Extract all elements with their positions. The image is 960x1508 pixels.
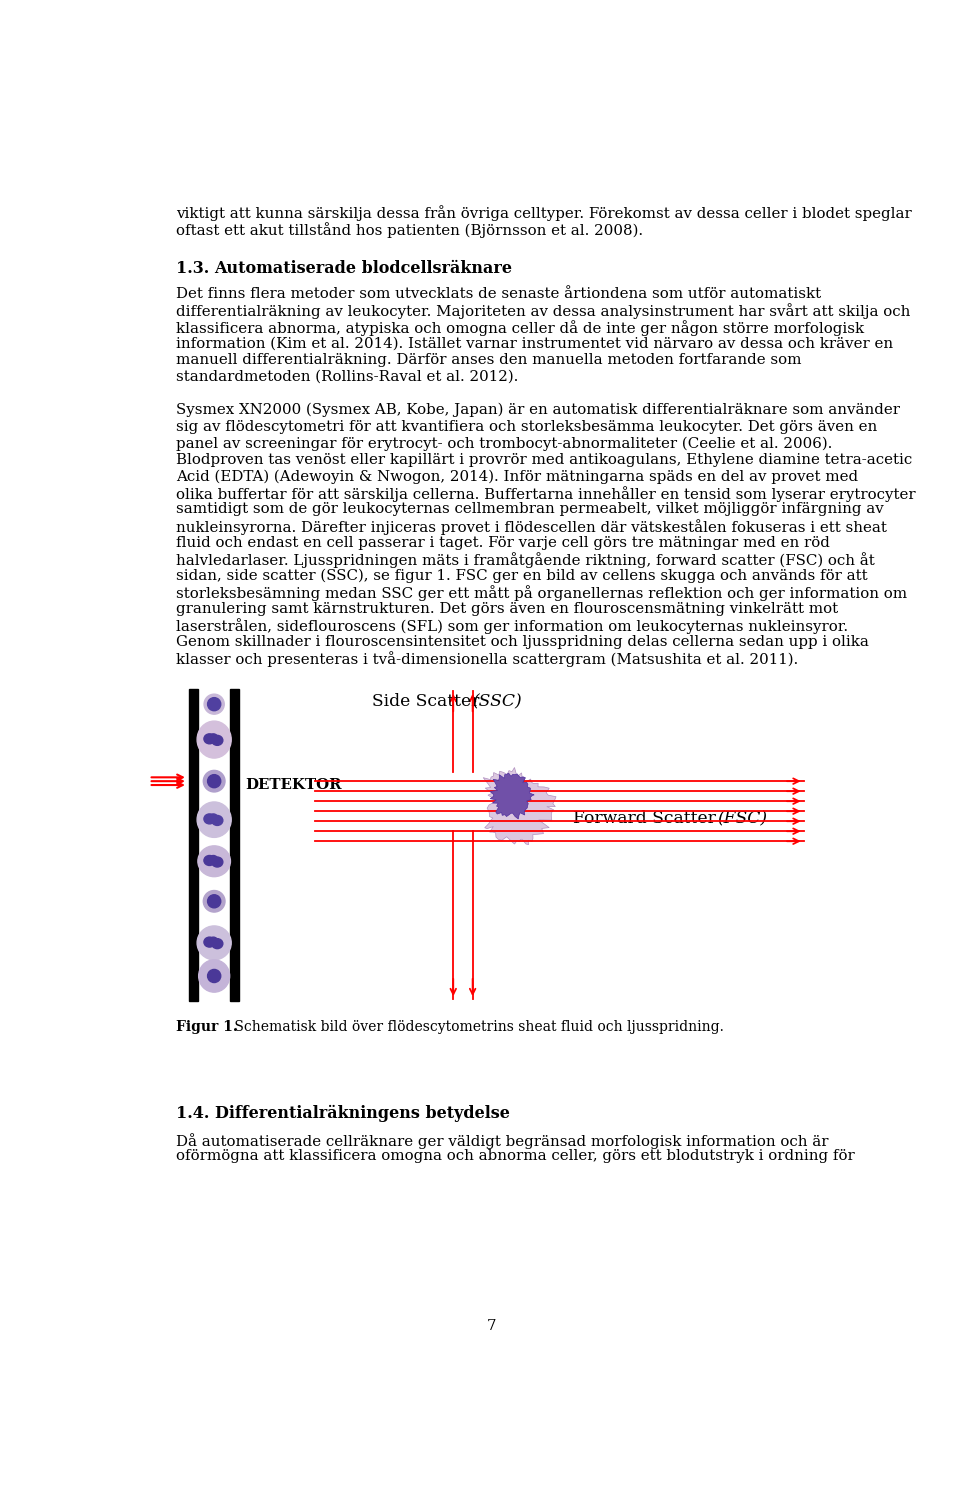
Polygon shape: [491, 774, 534, 819]
Ellipse shape: [212, 736, 223, 745]
Ellipse shape: [212, 938, 223, 949]
Text: halvledarlaser. Ljusspridningen mäts i framåtgående riktning, forward scatter (F: halvledarlaser. Ljusspridningen mäts i f…: [176, 552, 875, 569]
Text: differentialräkning av leukocyter. Majoriteten av dessa analysinstrument har svå: differentialräkning av leukocyter. Major…: [176, 303, 910, 320]
Bar: [230, 689, 239, 1001]
Bar: [189, 689, 198, 1001]
Text: sig av flödescytometri för att kvantifiera och storleksbesämma leukocyter. Det g: sig av flödescytometri för att kvantifie…: [176, 419, 877, 434]
Polygon shape: [483, 768, 556, 844]
Text: DETEKTOR: DETEKTOR: [245, 778, 342, 792]
Ellipse shape: [212, 816, 223, 825]
Ellipse shape: [209, 734, 218, 742]
Text: Det finns flera metoder som utvecklats de senaste årtiondena som utför automatis: Det finns flera metoder som utvecklats d…: [176, 287, 821, 300]
Text: standardmetoden (Rollins-Raval et al. 2012).: standardmetoden (Rollins-Raval et al. 20…: [176, 369, 518, 383]
Ellipse shape: [207, 698, 221, 710]
Text: Blodproven tas venöst eller kapillärt i provrör med antikoagulans, Ethylene diam: Blodproven tas venöst eller kapillärt i …: [176, 452, 912, 467]
Ellipse shape: [204, 814, 215, 823]
Text: sidan, side scatter (SSC), se figur 1. FSC ger en bild av cellens skugga och anv: sidan, side scatter (SSC), se figur 1. F…: [176, 569, 868, 584]
Text: granulering samt kärnstrukturen. Det görs även en flouroscensmätning vinkelrätt : granulering samt kärnstrukturen. Det gör…: [176, 602, 838, 615]
Ellipse shape: [204, 855, 215, 866]
Ellipse shape: [209, 936, 218, 944]
Text: Genom skillnader i flouroscensintensitet och ljusspridning delas cellerna sedan : Genom skillnader i flouroscensintensitet…: [176, 635, 869, 648]
Ellipse shape: [207, 894, 221, 908]
Text: 1.4.: 1.4.: [176, 1104, 209, 1122]
Ellipse shape: [197, 802, 231, 837]
Text: samtidigt som de gör leukocyternas cellmembran permeabelt, vilket möjliggör infä: samtidigt som de gör leukocyternas cellm…: [176, 502, 883, 516]
Text: oförmögna att klassificera omogna och abnorma celler, görs ett blodutstryk i ord: oförmögna att klassificera omogna och ab…: [176, 1149, 854, 1163]
Ellipse shape: [207, 775, 221, 787]
Text: Sysmex XN2000 (Sysmex AB, Kobe, Japan) är en automatisk differentialräknare som : Sysmex XN2000 (Sysmex AB, Kobe, Japan) ä…: [176, 403, 900, 418]
Text: storleksbesämning medan SSC ger ett mått på organellernas reflektion och ger inf: storleksbesämning medan SSC ger ett mått…: [176, 585, 907, 602]
Text: (SSC): (SSC): [472, 694, 522, 710]
Text: Side Scatter: Side Scatter: [372, 694, 485, 710]
Text: fluid och endast en cell passerar i taget. För varje cell görs tre mätningar med: fluid och endast en cell passerar i tage…: [176, 535, 829, 549]
Ellipse shape: [198, 846, 230, 876]
Ellipse shape: [204, 771, 225, 792]
Ellipse shape: [207, 970, 221, 983]
Text: laserstrålen, sideflouroscens (SFL) som ger information om leukocyternas nuklein: laserstrålen, sideflouroscens (SFL) som …: [176, 618, 848, 635]
Ellipse shape: [212, 857, 223, 867]
Text: nukleinsyrorna. Därefter injiceras provet i flödescellen där vätskestålen fokuse: nukleinsyrorna. Därefter injiceras prove…: [176, 519, 887, 535]
Ellipse shape: [199, 959, 229, 992]
Text: Automatiserade blodcellsräknare: Automatiserade blodcellsräknare: [214, 261, 513, 277]
Ellipse shape: [204, 891, 225, 912]
Ellipse shape: [197, 926, 231, 959]
Text: Differentialräkningens betydelse: Differentialräkningens betydelse: [214, 1104, 510, 1122]
Text: Då automatiserade cellräknare ger väldigt begränsad morfologisk information och : Då automatiserade cellräknare ger väldig…: [176, 1133, 828, 1149]
Text: (FSC): (FSC): [717, 810, 767, 828]
Text: 7: 7: [488, 1320, 496, 1333]
Ellipse shape: [197, 721, 231, 759]
Text: Figur 1.: Figur 1.: [176, 1019, 237, 1034]
Ellipse shape: [204, 936, 215, 947]
Text: klassificera abnorma, atypiska och omogna celler då de inte ger någon större mor: klassificera abnorma, atypiska och omogn…: [176, 320, 864, 336]
Ellipse shape: [204, 734, 215, 743]
Text: Forward Scatter: Forward Scatter: [573, 810, 722, 828]
Text: viktigt att kunna särskilja dessa från övriga celltyper. Förekomst av dessa cell: viktigt att kunna särskilja dessa från ö…: [176, 205, 912, 222]
Text: panel av screeningar för erytrocyt- och trombocyt-abnormaliteter (Ceelie et al. : panel av screeningar för erytrocyt- och …: [176, 436, 832, 451]
Text: manuell differentialräkning. Därför anses den manuella metoden fortfarande som: manuell differentialräkning. Därför anse…: [176, 353, 802, 366]
Ellipse shape: [209, 855, 218, 863]
Text: olika buffertar för att särskilja cellerna. Buffertarna innehåller en tensid som: olika buffertar för att särskilja celler…: [176, 486, 916, 502]
Text: klasser och presenteras i två-dimensionella scattergram (Matsushita et al. 2011): klasser och presenteras i två-dimensione…: [176, 651, 798, 668]
Text: oftast ett akut tillstånd hos patienten (Björnsson et al. 2008).: oftast ett akut tillstånd hos patienten …: [176, 222, 643, 238]
Text: Acid (EDTA) (Adewoyin & Nwogon, 2014). Inför mätningarna späds en del av provet : Acid (EDTA) (Adewoyin & Nwogon, 2014). I…: [176, 469, 858, 484]
Text: Schematisk bild över flödescytometrins sheat fluid och ljusspridning.: Schematisk bild över flödescytometrins s…: [230, 1019, 724, 1034]
Text: 1.3.: 1.3.: [176, 261, 209, 277]
Text: information (Kim et al. 2014). Istället varnar instrumentet vid närvaro av dessa: information (Kim et al. 2014). Istället …: [176, 336, 893, 350]
Ellipse shape: [204, 694, 225, 715]
Ellipse shape: [209, 814, 218, 822]
